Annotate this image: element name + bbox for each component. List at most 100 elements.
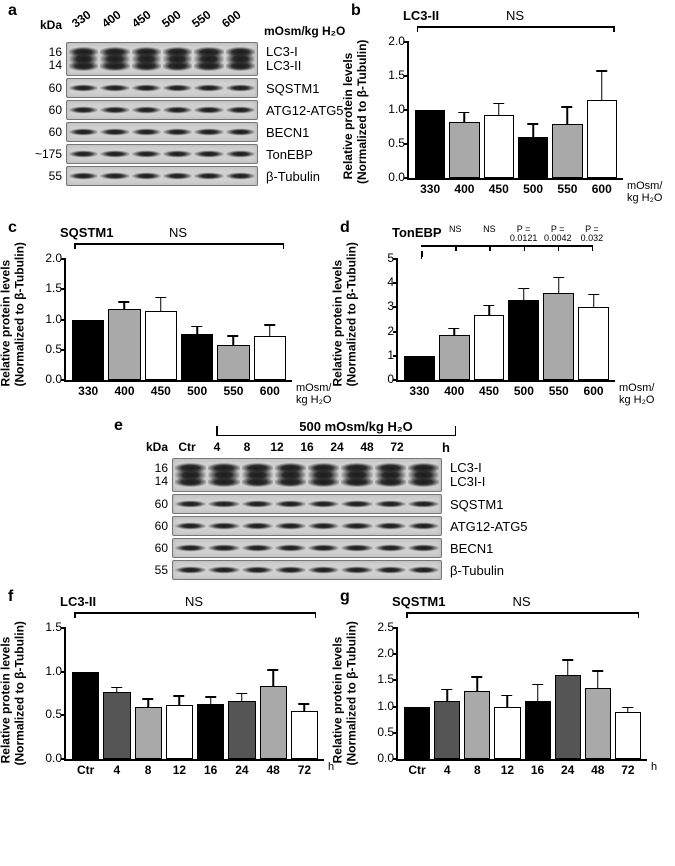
band xyxy=(175,520,206,532)
kda-marker: 60 xyxy=(20,126,66,139)
blot-row: 16 14LC3-ILC3I-I xyxy=(126,458,669,492)
x-tick-label: 550 xyxy=(543,384,574,398)
blot-row: 60BECN1 xyxy=(126,538,669,558)
error-bar xyxy=(446,689,448,703)
band xyxy=(69,104,98,116)
blot-strip xyxy=(66,100,258,120)
bar xyxy=(494,707,520,759)
error-bar xyxy=(532,123,534,138)
protein-label: LC3-ILC3-II xyxy=(264,45,301,74)
error-bar xyxy=(210,696,212,705)
kda-marker: ~175 xyxy=(20,148,66,161)
blot-row: 60SQSTM1 xyxy=(126,494,669,514)
band xyxy=(194,104,223,116)
bar xyxy=(518,137,548,178)
annotation-bracket xyxy=(421,245,592,247)
kda-marker: 55 xyxy=(20,170,66,183)
y-tick-label: 0.0 xyxy=(36,751,62,765)
x-tick-label: 330 xyxy=(415,182,445,196)
blot-strip xyxy=(172,560,442,580)
y-tick-label: 4 xyxy=(368,275,394,289)
bar xyxy=(415,110,445,178)
band xyxy=(226,46,255,72)
x-tick-label: 330 xyxy=(404,384,435,398)
bar xyxy=(434,701,460,759)
band xyxy=(100,104,129,116)
x-ticks: Ctr481216244872 xyxy=(398,763,647,777)
error-bar xyxy=(523,288,525,301)
bars xyxy=(66,628,324,759)
kda-marker: 60 xyxy=(126,542,172,555)
band xyxy=(132,46,161,72)
plot-area: 012345330400450500550600mOsm/kg H₂ONSNSP… xyxy=(396,259,615,382)
band xyxy=(226,170,255,182)
band xyxy=(341,564,372,576)
bar xyxy=(464,691,490,759)
blot-row: 55 β-Tubulin xyxy=(20,166,349,186)
band xyxy=(194,170,223,182)
error-bar xyxy=(241,693,243,703)
x-ticks: 330400450500550600 xyxy=(409,182,623,196)
y-tick-label: 0.5 xyxy=(36,342,62,356)
x-tick-label: 450 xyxy=(474,384,505,398)
bar xyxy=(615,712,641,759)
x-axis-unit: mOsm/kg H₂O xyxy=(296,382,331,406)
ns-bracket xyxy=(406,612,639,614)
x-tick-label: 4 xyxy=(103,763,130,777)
plot-area: 0.00.51.01.52.02.5Ctr481216244872hNS xyxy=(396,628,647,761)
band xyxy=(69,126,98,138)
band xyxy=(408,520,439,532)
blot-strip xyxy=(172,538,442,558)
band xyxy=(163,104,192,116)
blot-a-unit: mOsm/kg H₂O xyxy=(264,18,345,40)
chart-d: TonEBPRelative protein levels(Normalized… xyxy=(338,223,661,408)
band xyxy=(69,148,98,160)
blot-strip xyxy=(66,42,258,76)
bar xyxy=(135,707,162,759)
error-bar xyxy=(160,297,162,312)
error-bar xyxy=(593,294,595,309)
blot-row: 60BECN1 xyxy=(20,122,349,142)
y-tick-label: 1.0 xyxy=(379,102,405,116)
bar xyxy=(587,100,617,178)
error-bar xyxy=(147,698,149,708)
band xyxy=(132,82,161,94)
y-tick-label: 5 xyxy=(368,251,394,265)
band xyxy=(69,46,98,72)
x-tick-label: 450 xyxy=(484,182,514,196)
kda-header: kDa xyxy=(20,18,62,40)
x-tick-label: 16 xyxy=(197,763,224,777)
error-bar xyxy=(498,103,500,117)
protein-label: SQSTM1 xyxy=(264,81,319,96)
blot-row: 60ATG12-ATG5 xyxy=(20,100,349,120)
band xyxy=(194,126,223,138)
band xyxy=(175,498,206,510)
band xyxy=(375,520,406,532)
band xyxy=(226,126,255,138)
x-tick-label: 4 xyxy=(434,763,460,777)
band xyxy=(208,462,239,488)
y-tick-label: 1.5 xyxy=(36,281,62,295)
blot-strip xyxy=(172,494,442,514)
x-tick-label: 500 xyxy=(181,384,213,398)
y-tick-label: 1 xyxy=(368,348,394,362)
band xyxy=(242,520,273,532)
x-tick-label: 550 xyxy=(217,384,249,398)
blot-e-header: 500 mOsm/kg H₂O xyxy=(216,419,476,440)
protein-label: ATG12-ATG5 xyxy=(448,519,528,534)
p-value-label: NS xyxy=(472,225,506,234)
ns-bracket xyxy=(74,612,316,614)
y-tick-label: 0.0 xyxy=(36,372,62,386)
band xyxy=(242,564,273,576)
band xyxy=(341,520,372,532)
y-tick-label: 0.0 xyxy=(368,751,394,765)
bars xyxy=(409,42,623,178)
protein-label: β-Tubulin xyxy=(264,169,320,184)
error-bar xyxy=(196,326,198,335)
lane-label: 12 xyxy=(262,440,292,456)
y-tick-label: 2 xyxy=(368,324,394,338)
band xyxy=(208,564,239,576)
x-tick-label: 8 xyxy=(464,763,490,777)
y-tick-label: 2.0 xyxy=(379,34,405,48)
ns-label: NS xyxy=(506,8,524,23)
